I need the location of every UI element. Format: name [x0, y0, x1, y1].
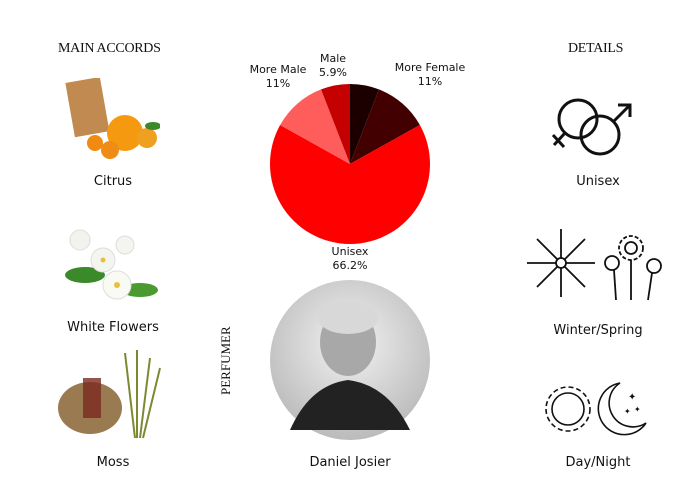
- perfumer-name[interactable]: Daniel Josier: [309, 455, 391, 470]
- perfumer-heading: PERFUMER: [218, 326, 233, 395]
- main-accords-heading: MAIN ACCORDS: [58, 41, 161, 56]
- pie-chart: [270, 83, 430, 244]
- pie-label-more-male: More Male 11%: [249, 63, 307, 90]
- pie-slice-male: [321, 84, 350, 164]
- pie-slice-more-female: [350, 89, 420, 164]
- detail-label-winter-spring: Winter/Spring: [553, 323, 643, 338]
- accord-label-moss: Moss: [96, 455, 130, 470]
- pie-label-unisex: Unisex 66.2%: [331, 245, 369, 272]
- moss-image: [58, 350, 161, 439]
- svg-text:✦: ✦: [628, 392, 636, 403]
- perfumer-photo: [270, 280, 430, 440]
- pie-slice-unisex: [270, 125, 430, 244]
- detail-label-unisex: Unisex: [576, 174, 620, 189]
- detail-label-day-night: Day/Night: [565, 455, 631, 470]
- gender-symbols-icon: [551, 98, 632, 156]
- accord-label-white-flowers: White Flowers: [67, 320, 159, 335]
- details-heading: DETAILS: [568, 41, 624, 56]
- snowflake-flowers-icon: [527, 229, 662, 301]
- sun-moon-icon: ✦✦✦: [545, 382, 647, 436]
- citrus-fruits-image: [65, 78, 160, 159]
- pie-label-more-female: More Female 11%: [394, 61, 466, 88]
- white-flowers-image: [65, 229, 158, 300]
- pie-slice-unlabeled: [350, 83, 379, 164]
- pie-slice-more-male: [280, 89, 350, 164]
- svg-text:✦: ✦: [634, 405, 641, 414]
- pie-label-male: Male 5.9%: [319, 52, 347, 79]
- accord-label-citrus: Citrus: [93, 174, 133, 189]
- svg-text:✦: ✦: [624, 407, 631, 416]
